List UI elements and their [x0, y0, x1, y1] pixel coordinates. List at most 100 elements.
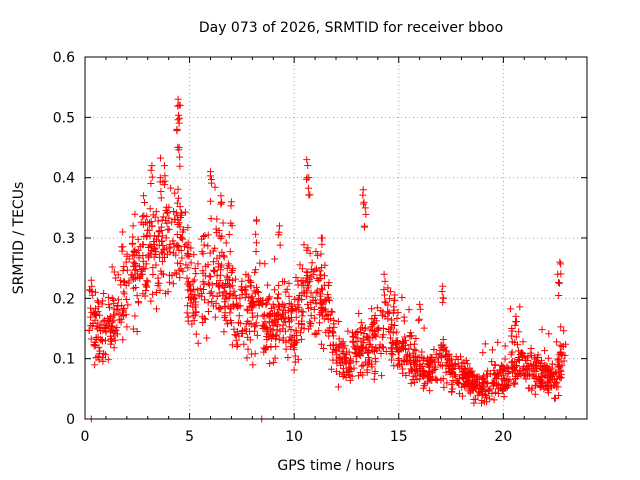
data-point	[101, 316, 109, 324]
data-point	[97, 336, 105, 344]
data-point	[260, 311, 268, 319]
data-point	[449, 366, 457, 374]
data-point	[441, 352, 449, 360]
data-point	[522, 357, 530, 365]
data-point	[251, 323, 259, 331]
x-tick-labels: 0 5 10 15 20	[81, 429, 513, 445]
data-point	[147, 297, 155, 305]
data-point	[134, 235, 142, 243]
data-point	[187, 299, 195, 307]
data-point	[532, 364, 540, 372]
data-point	[231, 292, 239, 300]
data-point	[121, 278, 129, 286]
data-point	[325, 332, 333, 340]
data-point	[183, 309, 191, 317]
data-point	[472, 395, 480, 403]
data-point	[314, 252, 322, 260]
data-point	[192, 270, 200, 278]
data-point	[473, 373, 481, 381]
data-point	[129, 325, 137, 333]
data-point	[242, 283, 250, 291]
data-point	[402, 346, 410, 354]
data-point	[325, 279, 333, 287]
y-axis-title: SRMTID / TECUs	[11, 182, 27, 295]
data-point	[509, 379, 517, 387]
data-point	[478, 390, 486, 398]
y-tick-labels: 0 0.1 0.2 0.3 0.4 0.5 0.6	[53, 50, 75, 428]
data-point	[217, 305, 225, 313]
data-point	[206, 172, 214, 180]
data-point	[515, 347, 523, 355]
data-point	[252, 217, 260, 225]
data-point	[246, 277, 254, 285]
data-point	[420, 382, 428, 390]
data-point	[508, 348, 516, 356]
data-point	[327, 307, 335, 315]
data-point	[427, 358, 435, 366]
data-point	[234, 341, 242, 349]
data-point	[233, 343, 241, 351]
data-point	[159, 249, 167, 257]
data-point	[488, 358, 496, 366]
data-point	[370, 375, 378, 383]
data-point	[104, 293, 112, 301]
data-point	[265, 294, 273, 302]
data-point	[135, 252, 143, 260]
data-point	[410, 345, 418, 353]
data-point	[230, 301, 238, 309]
data-point	[242, 270, 250, 278]
data-point	[94, 352, 102, 360]
data-point	[252, 321, 260, 329]
data-point	[284, 353, 292, 361]
data-point	[426, 373, 434, 381]
data-point	[259, 322, 267, 330]
data-point	[493, 381, 501, 389]
data-point	[285, 323, 293, 331]
data-point	[283, 285, 291, 293]
data-point	[439, 298, 447, 306]
data-point	[117, 318, 125, 326]
data-point	[99, 297, 107, 305]
data-point	[208, 298, 216, 306]
data-point	[538, 326, 546, 334]
data-point	[503, 375, 511, 383]
data-point	[249, 313, 257, 321]
data-point	[379, 333, 387, 341]
data-point	[445, 351, 453, 359]
data-point	[183, 274, 191, 282]
data-point	[215, 260, 223, 268]
data-point	[200, 285, 208, 293]
data-point	[175, 242, 183, 250]
data-point	[512, 333, 520, 341]
data-point	[435, 358, 443, 366]
data-point	[248, 309, 256, 317]
data-point	[251, 350, 259, 358]
data-point	[275, 336, 283, 344]
data-point	[398, 293, 406, 301]
data-point	[174, 194, 182, 202]
data-point	[194, 260, 202, 268]
data-point	[334, 383, 342, 391]
data-point	[276, 241, 284, 249]
data-point	[252, 248, 260, 256]
data-point	[297, 329, 305, 337]
data-point	[181, 208, 189, 216]
data-point	[160, 246, 168, 254]
data-point	[222, 293, 230, 301]
data-point	[468, 372, 476, 380]
data-point	[191, 311, 199, 319]
data-point	[305, 304, 313, 312]
data-point	[191, 265, 199, 273]
data-point	[201, 272, 209, 280]
y-tick-label: 0.4	[53, 171, 75, 187]
data-point	[413, 376, 421, 384]
data-point	[215, 304, 223, 312]
data-point	[173, 243, 181, 251]
data-point	[298, 265, 306, 273]
data-point	[133, 327, 141, 335]
data-point	[368, 327, 376, 334]
data-point	[370, 319, 378, 327]
data-point	[122, 258, 130, 266]
data-point	[454, 355, 462, 363]
